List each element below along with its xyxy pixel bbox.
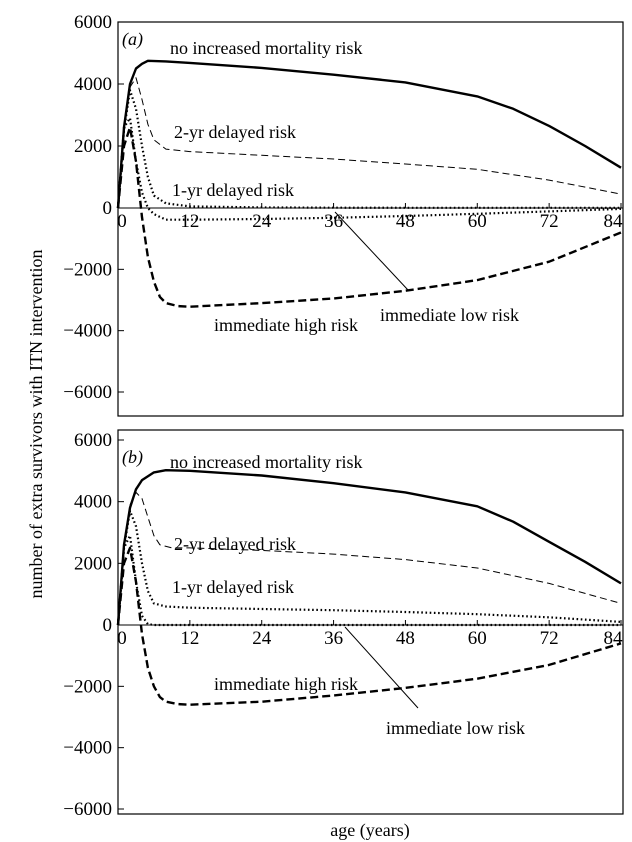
y-tick-label: 6000 xyxy=(74,430,112,451)
annotation-pointer xyxy=(344,626,419,709)
panel-b-lines xyxy=(116,469,622,706)
series-line-2-yr-delayed-risk xyxy=(117,491,622,626)
x-tick-label: 84 xyxy=(604,628,624,649)
series-annotation: 2-yr delayed risk xyxy=(174,534,296,554)
x-tick-label: 36 xyxy=(324,628,343,649)
x-tick-label: 24 xyxy=(252,628,272,649)
panel-a-frame xyxy=(117,21,624,417)
x-axis-label: age (years) xyxy=(330,820,409,841)
panel-a-labels: no increased mortality risk 2-yr delayed … xyxy=(170,38,519,335)
series-annotation: no increased mortality risk xyxy=(170,452,362,472)
series-annotation: 1-yr delayed risk xyxy=(172,180,294,200)
x-tick-label: 84 xyxy=(604,211,624,232)
series-annotation: immediate low risk xyxy=(380,305,519,325)
x-tick-label: 48 xyxy=(396,628,415,649)
y-tick-label: −2000 xyxy=(63,676,112,697)
y-tick-label: 2000 xyxy=(74,136,112,157)
series-annotation: no increased mortality risk xyxy=(170,38,362,58)
x-tick-label: 36 xyxy=(324,211,343,232)
x-tick-label: 60 xyxy=(468,628,487,649)
y-tick-label: −6000 xyxy=(63,799,112,820)
series-annotation: 1-yr delayed risk xyxy=(172,577,294,597)
y-tick-label: 0 xyxy=(103,615,113,636)
panel-b-labels: no increased mortality risk 2-yr delayed … xyxy=(170,452,525,738)
x-tick-label: 12 xyxy=(180,628,199,649)
series-annotation: immediate high risk xyxy=(214,315,358,335)
series-annotation: immediate high risk xyxy=(214,674,358,694)
panel-b: (b) 6000 4000 2000 0 −2000 −4000 −6000 0 12 24 36 4… xyxy=(63,429,624,820)
y-tick-label: 6000 xyxy=(74,12,112,33)
y-tick-label: −2000 xyxy=(63,259,112,280)
y-tick-label: 0 xyxy=(103,198,113,219)
x-tick-label: 0 xyxy=(117,628,127,649)
series-line-immediate-high-risk xyxy=(116,546,622,706)
y-tick-label: 4000 xyxy=(74,74,112,95)
series-annotation: immediate low risk xyxy=(386,718,525,738)
y-tick-label: −4000 xyxy=(63,738,112,759)
x-tick-label: 12 xyxy=(180,211,199,232)
x-tick-label: 60 xyxy=(468,211,487,232)
panel-b-ticks: 6000 4000 2000 0 −2000 −4000 −6000 0 12 24 36 48 60 7… xyxy=(63,430,623,820)
annotation-pointer xyxy=(334,211,409,291)
x-tick-label: 0 xyxy=(117,211,127,232)
panel-a-lines xyxy=(116,59,622,308)
x-tick-label: 24 xyxy=(252,211,272,232)
panel-a: (a) 6000 4000 2000 0 −2000 −4000 −6000 0 12 24 36 4… xyxy=(63,12,624,417)
x-tick-label: 72 xyxy=(540,628,559,649)
panel-b-tag: (b) xyxy=(122,447,143,468)
y-axis-label: number of extra survivors with ITN inter… xyxy=(26,250,46,599)
series-line-1-yr-delayed-risk xyxy=(116,509,622,626)
series-line-no-increased-mortality-risk xyxy=(116,59,622,209)
series-line-immediate-low-risk xyxy=(116,534,621,627)
series-line-2-yr-delayed-risk xyxy=(117,77,622,209)
y-tick-label: 2000 xyxy=(74,553,112,574)
series-annotation: 2-yr delayed risk xyxy=(174,122,296,142)
y-tick-label: −4000 xyxy=(63,321,112,342)
panel-a-tag: (a) xyxy=(122,29,143,50)
x-tick-label: 72 xyxy=(540,211,559,232)
y-tick-label: −6000 xyxy=(63,382,112,403)
y-tick-label: 4000 xyxy=(74,492,112,513)
x-tick-label: 48 xyxy=(396,211,415,232)
panel-a-ticks: 6000 4000 2000 0 −2000 −4000 −6000 0 12 24 36 48 60 7… xyxy=(63,12,623,403)
